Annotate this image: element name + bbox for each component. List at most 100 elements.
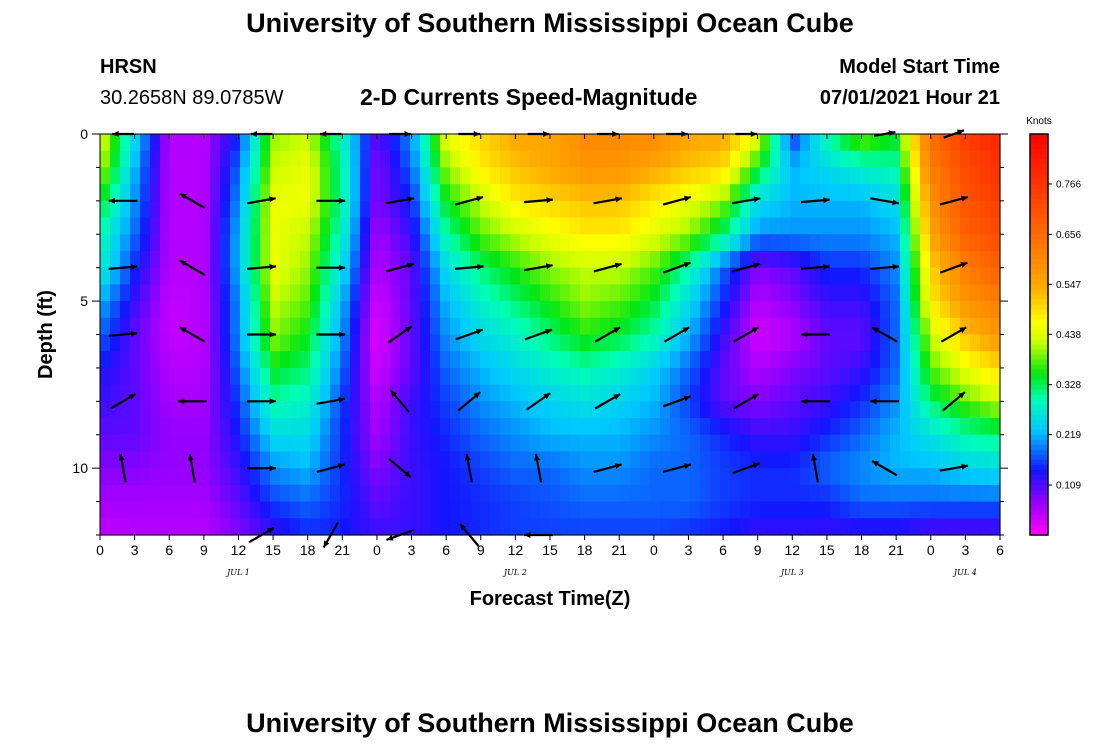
heatmap-cell [290,167,301,185]
heatmap-cell [780,200,791,219]
current-vector-head [872,327,880,334]
heatmap-cell [230,367,241,386]
heatmap-cell [900,418,911,436]
heatmap-cell [610,234,621,252]
heatmap-cell [220,367,231,386]
heatmap-cell [490,334,501,352]
heatmap-cell [280,301,291,319]
heatmap-cell [770,451,781,469]
heatmap-cell [770,367,781,386]
heatmap-cell [980,134,991,152]
heatmap-cell [760,150,771,169]
heatmap-cell [170,518,181,536]
heatmap-cell [670,317,681,336]
heatmap-cell [210,301,221,319]
x-axis-label: Forecast Time(Z) [470,588,631,610]
heatmap-cell [510,167,521,185]
heatmap-cell [930,334,941,352]
colorbar-segment [1030,334,1048,341]
heatmap-cell [480,367,491,386]
heatmap-cell [320,200,331,219]
heatmap-cell [290,250,301,269]
heatmap-cell [850,418,861,436]
current-vector-head [543,393,551,400]
heatmap-cell [640,301,651,319]
heatmap-cell [430,434,441,453]
heatmap-cell [420,317,431,336]
heatmap-cell [450,367,461,386]
heatmap-cell [740,451,751,469]
heatmap-cell [830,317,841,336]
heatmap-cell [500,317,511,336]
heatmap-cell [370,351,381,369]
heatmap-cell [860,518,871,536]
heatmap-cell [130,167,141,185]
heatmap-cell [300,367,311,386]
heatmap-cell [480,384,491,402]
heatmap-cell [930,351,941,369]
heatmap-cell [830,250,841,269]
heatmap-cell [390,250,401,269]
heatmap-cell [350,267,361,285]
heatmap-cell [630,167,641,185]
current-vector-head [684,195,691,202]
heatmap-cell [440,351,451,369]
heatmap-cell [920,484,931,503]
heatmap-cell [770,484,781,503]
heatmap-cell [840,200,851,219]
heatmap-cell [820,200,831,219]
heatmap-cell [130,351,141,369]
current-vector-head [823,263,830,270]
heatmap-cell [370,200,381,219]
heatmap-cell [130,334,141,352]
heatmap-cell [940,134,951,152]
heatmap-cell [640,434,651,453]
heatmap-cell [970,217,981,235]
heatmap-cell [730,501,741,519]
heatmap-cell [450,284,461,302]
heatmap-cell [450,150,461,169]
heatmap-cell [810,501,821,519]
heatmap-cell [100,484,111,503]
heatmap-cell [260,317,271,336]
heatmap-cell [160,351,171,369]
current-vector-head [475,328,483,335]
heatmap-cell [960,301,971,319]
heatmap-cell [680,418,691,436]
heatmap-cell [180,401,191,419]
heatmap-cell [920,200,931,219]
heatmap-cell [490,384,501,402]
heatmap-cell [610,284,621,302]
heatmap-cell [630,401,641,419]
heatmap-cell [130,484,141,503]
heatmap-cell [290,234,301,252]
heatmap-cell [210,418,221,436]
heatmap-cell [540,468,551,486]
heatmap-cell [600,167,611,185]
heatmap-cell [970,367,981,386]
heatmap-cell [180,434,191,453]
heatmap-cell [710,234,721,252]
heatmap-cell [840,150,851,169]
heatmap-cell [270,150,281,169]
current-vector-head [888,130,896,137]
heatmap-cell [640,334,651,352]
heatmap-cell [120,184,131,202]
heatmap-cell [780,384,791,402]
heatmap-cell [210,384,221,402]
heatmap-cell [240,200,251,219]
heatmap-cell [440,284,451,302]
heatmap-cell [860,150,871,169]
heatmap-cell [870,200,881,219]
heatmap-cell [460,334,471,352]
colorbar-segment [1030,289,1048,295]
heatmap-cell [300,234,311,252]
heatmap-cell [250,150,261,169]
colorbar-segment [1030,319,1048,326]
heatmap-cell [620,267,631,285]
heatmap-cell [550,217,561,235]
heatmap-cell [490,468,501,486]
heatmap-cell [370,267,381,285]
heatmap-cell [520,267,531,285]
heatmap-cell [550,484,561,503]
